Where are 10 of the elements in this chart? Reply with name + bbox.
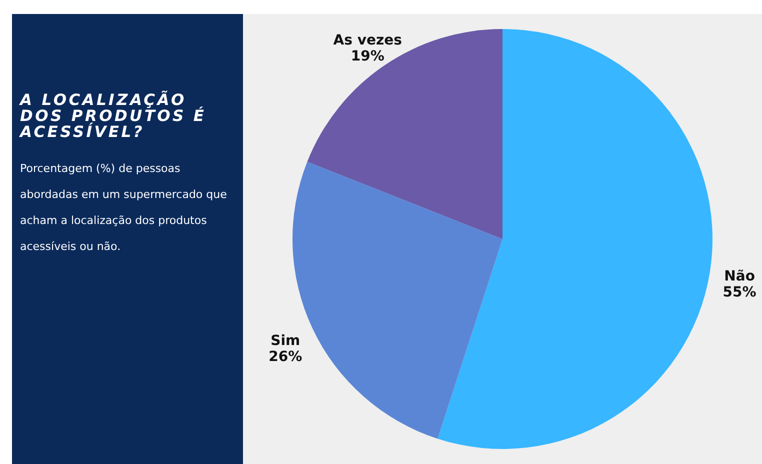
text: Porcentagem (%) de pessoas abordadas em um supermercado que acham a localização dos produtos acessíveis ou não. [20,161,228,255]
pie-slice [307,29,502,239]
slice-label: Não [724,268,756,285]
data-label: 19% [350,48,384,64]
text: A LOCALIZAÇÃO DOS PRODUTOS É ACESSÍVEL? [20,91,208,141]
slice-label: Sim [270,333,300,350]
slice-label: As vezes [333,32,402,48]
data-label: 55% [722,284,756,301]
pie-slice [438,29,712,449]
data-label: 26% [268,349,302,366]
